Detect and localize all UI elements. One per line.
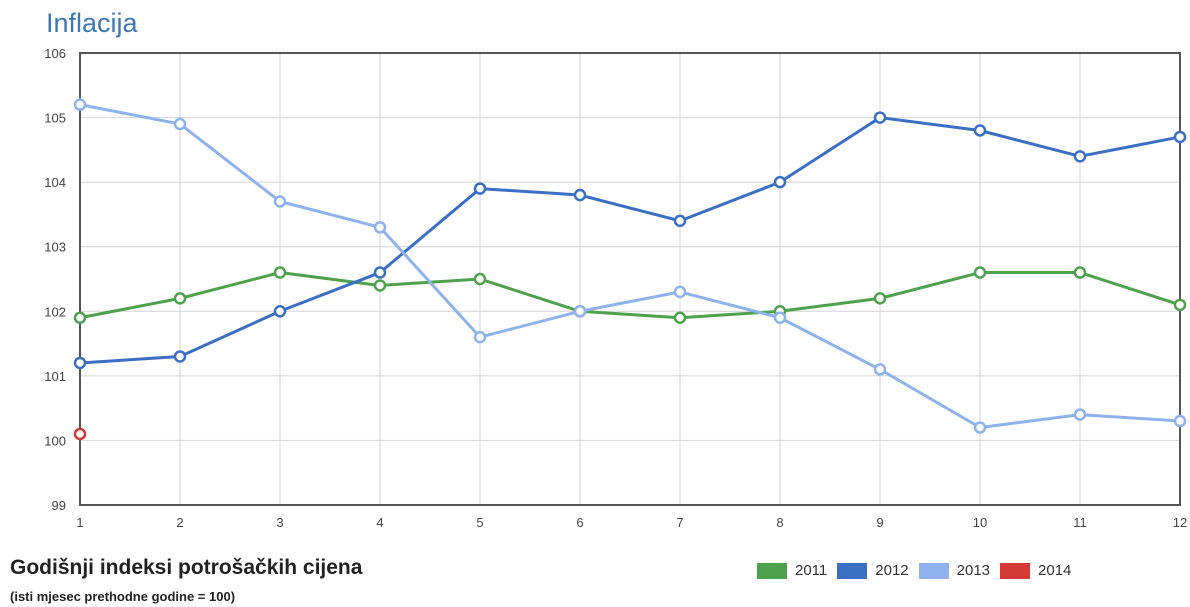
data-point-2013 [273, 195, 287, 208]
data-point-2011 [873, 292, 887, 305]
y-tick-label: 100 [44, 433, 66, 448]
legend-item-2012: 2012 [837, 562, 909, 579]
data-point-2012 [73, 356, 87, 370]
series-line-2013 [79, 103, 1181, 430]
legend-label-2012: 2012 [875, 562, 909, 579]
data-point-2012 [873, 111, 887, 124]
data-point-2014 [73, 427, 87, 441]
x-tick-label: 3 [276, 515, 283, 530]
data-point-2011 [1173, 298, 1187, 312]
legend-item-2011: 2011 [757, 562, 827, 579]
y-tick-label: 99 [52, 498, 66, 513]
y-tick-label: 101 [44, 369, 66, 384]
legend-label-2014: 2014 [1038, 562, 1072, 579]
data-point-2013 [373, 221, 387, 234]
x-tick-label: 4 [376, 515, 383, 530]
x-tick-label: 5 [476, 515, 483, 530]
x-tick-label: 9 [876, 515, 883, 530]
data-point-2013 [473, 330, 487, 344]
data-point-2013 [873, 363, 887, 376]
data-point-2012 [573, 188, 587, 202]
y-tick-label: 104 [44, 175, 66, 190]
data-point-2013 [173, 117, 187, 131]
plot-area [80, 53, 1180, 505]
data-point-2012 [373, 266, 387, 279]
data-point-2011 [973, 266, 987, 279]
y-tick-label: 105 [44, 111, 66, 126]
data-point-2012 [973, 124, 987, 137]
data-point-2012 [773, 175, 787, 189]
data-point-2013 [973, 421, 987, 434]
y-tick-label: 103 [44, 240, 66, 255]
series-line-2012 [79, 116, 1181, 365]
y-tick-label: 102 [44, 304, 66, 319]
data-point-2013 [573, 305, 587, 318]
data-point-2011 [1073, 266, 1087, 279]
plot-frame [79, 52, 1181, 506]
data-point-2013 [73, 98, 87, 111]
data-point-2011 [373, 279, 387, 292]
legend-item-2014: 2014 [1000, 562, 1071, 579]
data-point-2012 [173, 350, 187, 363]
y-tick-label: 106 [44, 46, 66, 61]
data-point-2013 [1173, 414, 1187, 428]
legend-item-2013: 2013 [918, 562, 991, 579]
x-tick-label: 11 [1073, 515, 1087, 530]
legend-swatch-2013 [918, 562, 949, 579]
chart-title: Inflacija [46, 8, 138, 38]
data-point-2012 [1173, 130, 1187, 144]
x-tick-label: 2 [176, 515, 183, 530]
legend-swatch-2012 [837, 562, 868, 579]
chart-note: (isti mjesec prethodne godine = 100) [10, 589, 236, 604]
data-point-2011 [473, 272, 487, 286]
data-point-2012 [273, 305, 287, 318]
x-tick-label: 10 [973, 515, 987, 530]
legend-swatch-2014 [1000, 562, 1031, 579]
legend: 2011 2012 2013 2014 [757, 562, 1081, 579]
data-point-2012 [473, 182, 487, 195]
x-tick-label: 7 [676, 515, 683, 530]
data-point-2012 [1073, 150, 1087, 163]
data-point-2011 [673, 311, 687, 324]
data-point-2012 [673, 214, 687, 228]
data-point-2011 [273, 266, 287, 279]
data-point-2013 [773, 311, 787, 324]
chart-subtitle: Godišnji indeksi potrošačkih cijena [10, 556, 363, 579]
data-point-2011 [73, 311, 87, 324]
legend-label-2013: 2013 [956, 562, 991, 579]
legend-label-2011: 2011 [795, 562, 828, 579]
x-tick-label: 8 [776, 515, 783, 530]
data-point-2011 [173, 292, 187, 305]
legend-swatch-2011 [757, 562, 787, 579]
x-tick-label: 6 [576, 515, 583, 530]
series-line-2011 [79, 271, 1181, 320]
x-tick-label: 12 [1173, 515, 1187, 530]
data-point-2013 [1073, 408, 1087, 421]
data-point-2013 [673, 285, 687, 299]
x-tick-label: 1 [76, 515, 83, 530]
